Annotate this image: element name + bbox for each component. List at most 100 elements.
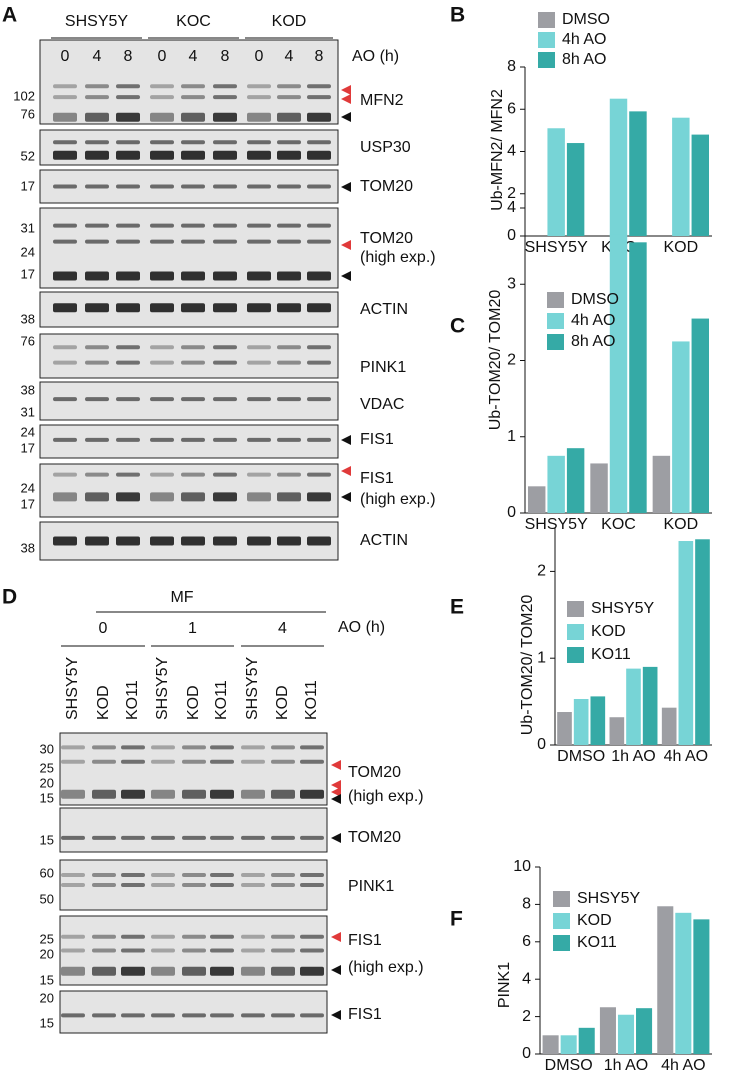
band	[150, 437, 174, 442]
band	[277, 437, 301, 442]
bar	[691, 318, 710, 513]
band	[241, 948, 265, 953]
arrow	[341, 466, 351, 476]
x-tick-label: DMSO	[557, 748, 605, 765]
band	[181, 95, 205, 100]
lane-label: 4	[285, 48, 294, 65]
blot-label: PINK1	[360, 359, 406, 376]
band	[307, 95, 331, 100]
lane-label: 0	[255, 48, 264, 65]
band	[150, 271, 174, 281]
bar	[557, 712, 572, 745]
marker-label: 20	[40, 946, 54, 961]
legend-swatch	[567, 647, 584, 663]
panel-label: C	[450, 315, 465, 338]
legend-swatch	[553, 891, 570, 907]
marker-label: 17	[21, 266, 35, 281]
lane-label: KO11	[124, 680, 141, 720]
y-tick-label: 0	[507, 227, 516, 244]
y-axis-label: Ub-TOM20/ TOM20	[519, 595, 536, 736]
band	[181, 84, 205, 89]
bar	[578, 1027, 595, 1054]
bar	[629, 111, 647, 236]
bar	[566, 448, 585, 513]
lane-label: 0	[158, 48, 167, 65]
band	[307, 303, 331, 313]
band	[271, 835, 295, 840]
band	[150, 150, 174, 160]
marker-label: 20	[40, 775, 54, 790]
band	[53, 397, 77, 402]
band	[61, 883, 85, 887]
lane-label: SHSY5Y	[154, 657, 171, 720]
band	[300, 745, 324, 750]
band	[271, 873, 295, 877]
bar	[657, 906, 674, 1054]
y-tick-label: 10	[513, 858, 531, 875]
marker-label: 17	[21, 440, 35, 455]
band	[247, 303, 271, 313]
bar	[678, 541, 694, 745]
band	[150, 472, 174, 477]
lane-label: SHSY5Y	[244, 657, 261, 720]
bar	[695, 539, 710, 745]
legend-label: KO11	[577, 934, 617, 951]
lane-label: KOD	[274, 685, 291, 720]
y-tick-label: 0	[507, 504, 516, 521]
bar	[590, 696, 606, 745]
y-tick-label: 2	[507, 352, 516, 369]
treatment-label: MF	[170, 589, 193, 606]
y-tick-label: 4	[507, 199, 516, 216]
x-tick-label: 4h AO	[661, 1057, 705, 1074]
band	[92, 835, 116, 840]
band	[116, 492, 140, 502]
panel-label: E	[450, 596, 464, 619]
band	[307, 360, 331, 365]
band	[213, 397, 237, 402]
band	[150, 345, 174, 350]
x-tick-label: DMSO	[545, 1057, 593, 1074]
band	[150, 84, 174, 89]
band	[210, 966, 234, 976]
band	[85, 95, 109, 100]
arrow	[331, 833, 341, 843]
band	[181, 184, 205, 189]
band	[151, 835, 175, 840]
band	[277, 492, 301, 502]
arrow	[331, 794, 341, 804]
band	[182, 883, 206, 887]
band	[85, 492, 109, 502]
y-tick-label: 3	[507, 275, 516, 292]
marker-label: 15	[40, 790, 54, 805]
band	[277, 345, 301, 350]
band	[116, 239, 140, 244]
band	[181, 271, 205, 281]
band	[300, 789, 324, 799]
arrow	[341, 271, 351, 281]
y-tick-label: 0	[537, 736, 546, 753]
band	[300, 883, 324, 887]
band	[307, 223, 331, 228]
band	[121, 873, 145, 877]
bar	[590, 463, 608, 513]
band	[182, 759, 206, 764]
band	[85, 223, 109, 228]
blot-label: ACTIN	[360, 532, 408, 549]
band	[271, 1013, 295, 1018]
band	[213, 360, 237, 365]
band	[61, 1013, 85, 1018]
blot	[59, 807, 328, 853]
band	[92, 1013, 116, 1018]
band	[121, 966, 145, 976]
panel-label: B	[450, 4, 465, 27]
band	[121, 883, 145, 887]
y-tick-label: 1	[507, 428, 516, 445]
marker-label: 17	[21, 178, 35, 193]
marker-label: 38	[21, 382, 35, 397]
band	[247, 397, 271, 402]
band	[116, 536, 140, 546]
band	[53, 345, 77, 350]
marker-label: 20	[40, 990, 54, 1005]
x-tick-label: 1h AO	[604, 1057, 648, 1074]
arrow	[341, 492, 351, 502]
